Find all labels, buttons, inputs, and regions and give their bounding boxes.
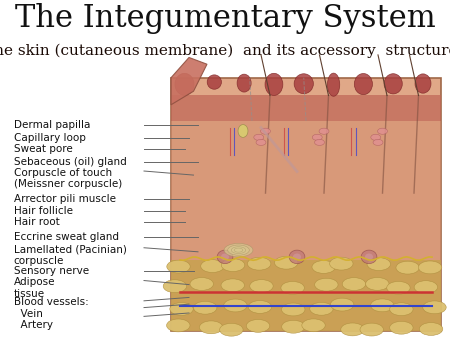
Text: Eccrine sweat gland: Eccrine sweat gland (14, 232, 118, 242)
Ellipse shape (315, 278, 338, 291)
Ellipse shape (328, 73, 340, 96)
Ellipse shape (419, 322, 443, 335)
Ellipse shape (201, 260, 224, 272)
Ellipse shape (282, 303, 305, 316)
Ellipse shape (250, 280, 273, 292)
Ellipse shape (199, 321, 223, 334)
Ellipse shape (294, 74, 313, 94)
Text: Hair follicle: Hair follicle (14, 206, 72, 216)
Ellipse shape (289, 250, 305, 264)
Ellipse shape (163, 280, 187, 293)
Text: Capillary loop: Capillary loop (14, 133, 86, 143)
Ellipse shape (221, 259, 245, 271)
Ellipse shape (312, 261, 335, 273)
Ellipse shape (371, 134, 381, 140)
Ellipse shape (221, 279, 244, 292)
Ellipse shape (248, 257, 271, 270)
Ellipse shape (423, 301, 446, 314)
Ellipse shape (265, 73, 283, 95)
Ellipse shape (390, 321, 413, 334)
Ellipse shape (387, 282, 410, 294)
Ellipse shape (361, 250, 377, 264)
Ellipse shape (329, 257, 353, 270)
Text: Adipose
tissue: Adipose tissue (14, 277, 55, 299)
Text: Arrector pili muscle: Arrector pili muscle (14, 194, 116, 204)
Ellipse shape (396, 261, 419, 274)
Ellipse shape (384, 74, 402, 94)
Text: The Integumentary System: The Integumentary System (14, 3, 436, 34)
Text: Dermal papilla: Dermal papilla (14, 120, 90, 130)
Ellipse shape (237, 74, 251, 92)
Ellipse shape (190, 277, 213, 290)
Ellipse shape (254, 134, 264, 140)
Ellipse shape (238, 125, 248, 137)
Ellipse shape (315, 139, 324, 145)
Ellipse shape (282, 320, 305, 333)
Ellipse shape (246, 319, 270, 332)
Text: Sweat pore: Sweat pore (14, 144, 72, 154)
FancyBboxPatch shape (171, 260, 441, 331)
Ellipse shape (248, 300, 272, 313)
Ellipse shape (371, 299, 394, 312)
Ellipse shape (274, 256, 298, 269)
Ellipse shape (414, 281, 437, 293)
Ellipse shape (367, 258, 391, 270)
Text: Corpuscle of touch
(Meissner corpuscle): Corpuscle of touch (Meissner corpuscle) (14, 168, 122, 189)
Ellipse shape (221, 254, 229, 260)
Ellipse shape (342, 277, 366, 290)
FancyBboxPatch shape (171, 121, 441, 260)
Ellipse shape (170, 303, 193, 315)
Ellipse shape (390, 303, 413, 316)
Ellipse shape (365, 254, 373, 260)
Ellipse shape (418, 261, 442, 274)
Ellipse shape (166, 319, 190, 332)
Ellipse shape (415, 74, 431, 93)
Ellipse shape (220, 323, 243, 336)
Ellipse shape (231, 247, 246, 254)
Ellipse shape (354, 74, 373, 95)
Ellipse shape (234, 248, 243, 252)
Ellipse shape (310, 303, 333, 315)
FancyBboxPatch shape (171, 95, 441, 121)
Text: Sebaceous (oil) gland: Sebaceous (oil) gland (14, 156, 126, 167)
Ellipse shape (302, 319, 325, 332)
Ellipse shape (341, 323, 364, 336)
Ellipse shape (224, 243, 253, 257)
Ellipse shape (319, 128, 329, 134)
Ellipse shape (360, 323, 383, 336)
Ellipse shape (312, 134, 322, 140)
Text: Blood vessels:
  Vein
  Artery: Blood vessels: Vein Artery (14, 297, 88, 330)
Ellipse shape (175, 73, 194, 95)
Polygon shape (171, 57, 207, 105)
Ellipse shape (373, 139, 383, 145)
Text: Lamellated (Pacinian)
corpuscle: Lamellated (Pacinian) corpuscle (14, 244, 126, 266)
Ellipse shape (207, 75, 221, 89)
Ellipse shape (365, 277, 389, 290)
Ellipse shape (194, 301, 217, 314)
FancyBboxPatch shape (171, 78, 441, 331)
Ellipse shape (167, 260, 190, 273)
Ellipse shape (217, 250, 233, 264)
Ellipse shape (293, 254, 301, 260)
Ellipse shape (378, 128, 387, 134)
Ellipse shape (261, 128, 270, 134)
Text: The skin (cutaneous membrane)  and its accessory  structures: The skin (cutaneous membrane) and its ac… (0, 44, 450, 58)
Text: Hair root: Hair root (14, 217, 59, 227)
Ellipse shape (224, 299, 247, 312)
Ellipse shape (330, 298, 354, 311)
Ellipse shape (281, 282, 304, 294)
Text: Sensory nerve: Sensory nerve (14, 266, 89, 276)
Ellipse shape (256, 139, 266, 145)
Ellipse shape (228, 245, 249, 255)
